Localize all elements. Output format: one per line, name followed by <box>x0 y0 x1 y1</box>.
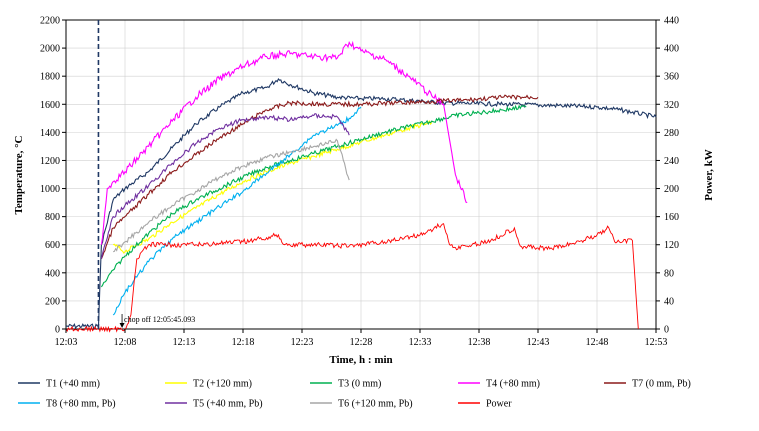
legend-label-1: T1 (+40 mm) <box>46 379 100 390</box>
y-tick-label: 200 <box>45 296 60 307</box>
legend-label-8: T6 (+120 mm, Pb) <box>338 399 413 410</box>
series-line-4 <box>100 40 468 245</box>
y-tick-label: 0 <box>55 325 60 336</box>
series-line-1 <box>65 78 657 329</box>
x-axis-title: Time, h : min <box>329 354 392 366</box>
legend-label-9: Power <box>486 399 512 410</box>
legend-label-7: T5 (+40 mm, Pb) <box>193 399 263 410</box>
chop-off-annotation: chop off 12:05:45.093 <box>124 315 195 324</box>
y-tick-label: 2000 <box>40 44 60 55</box>
series-line-5 <box>100 94 539 260</box>
series-line-6 <box>112 106 362 316</box>
y2-tick-label: 40 <box>664 296 674 307</box>
bottom-axis: 12:03 12:08 12:13 12:18 12:23 12:28 12:33 12:38… <box>55 329 668 348</box>
annotation-layer: chop off 12:05:45.093 <box>119 314 195 328</box>
y2-tick-label: 440 <box>664 16 679 27</box>
y-axis-title: Temperature, °C <box>13 135 25 214</box>
x-tick-label: 12:33 <box>409 337 432 348</box>
series-line-9 <box>65 222 639 333</box>
y-tick-label: 1000 <box>40 184 60 195</box>
y2-tick-label: 360 <box>664 72 679 83</box>
series-line-8 <box>112 138 350 253</box>
x-tick-label: 12:28 <box>350 337 373 348</box>
annotation-arrowhead <box>119 323 125 328</box>
y-tick-label: 2200 <box>40 16 60 27</box>
y-tick-label: 1600 <box>40 100 60 111</box>
y-tick-label: 800 <box>45 212 60 223</box>
legend-label-4: T4 (+80 mm) <box>486 379 540 390</box>
y2-tick-label: 320 <box>664 100 679 111</box>
x-tick-label: 12:18 <box>232 337 255 348</box>
y2-tick-label: 240 <box>664 156 679 167</box>
y-tick-label: 1200 <box>40 156 60 167</box>
series-line-7 <box>100 112 350 259</box>
series-line-2 <box>113 120 433 254</box>
y2-tick-label: 400 <box>664 44 679 55</box>
x-tick-label: 12:43 <box>527 337 550 348</box>
x-tick-label: 12:53 <box>645 337 668 348</box>
left-axis: 0 200 400 600 800 1000 1200 1400 1600 1800 2000 220… <box>40 16 66 336</box>
legend-label-2: T2 (+120 mm) <box>193 379 252 390</box>
y2-tick-label: 80 <box>664 268 674 279</box>
chart-grid <box>65 19 657 330</box>
legend-label-6: T8 (+80 mm, Pb) <box>46 399 116 410</box>
y2-tick-label: 200 <box>664 184 679 195</box>
y2-tick-label: 120 <box>664 240 679 251</box>
y-tick-label: 400 <box>45 268 60 279</box>
legend-label-3: T3 (0 mm) <box>338 379 381 390</box>
y2-tick-label: 160 <box>664 212 679 223</box>
x-tick-label: 12:13 <box>173 337 196 348</box>
y2-axis-title: Power, kW <box>703 149 715 201</box>
series-layer <box>65 40 657 333</box>
legend: T1 (+40 mm) T2 (+120 mm) T3 (0 mm) T4 (+80 … <box>18 379 691 410</box>
x-tick-label: 12:48 <box>586 337 609 348</box>
y-tick-label: 1800 <box>40 72 60 83</box>
x-tick-label: 12:03 <box>55 337 78 348</box>
x-tick-label: 12:23 <box>291 337 314 348</box>
x-tick-label: 12:38 <box>468 337 491 348</box>
right-axis: 0 40 80 120 160 200 240 280 320 360 400 440 <box>656 16 679 336</box>
y-tick-label: 1400 <box>40 128 60 139</box>
x-tick-label: 12:08 <box>114 337 137 348</box>
y2-tick-label: 0 <box>664 325 669 336</box>
y-tick-label: 600 <box>45 240 60 251</box>
y2-tick-label: 280 <box>664 128 679 139</box>
legend-label-5: T7 (0 mm, Pb) <box>632 379 691 390</box>
series-line-3 <box>100 104 527 288</box>
